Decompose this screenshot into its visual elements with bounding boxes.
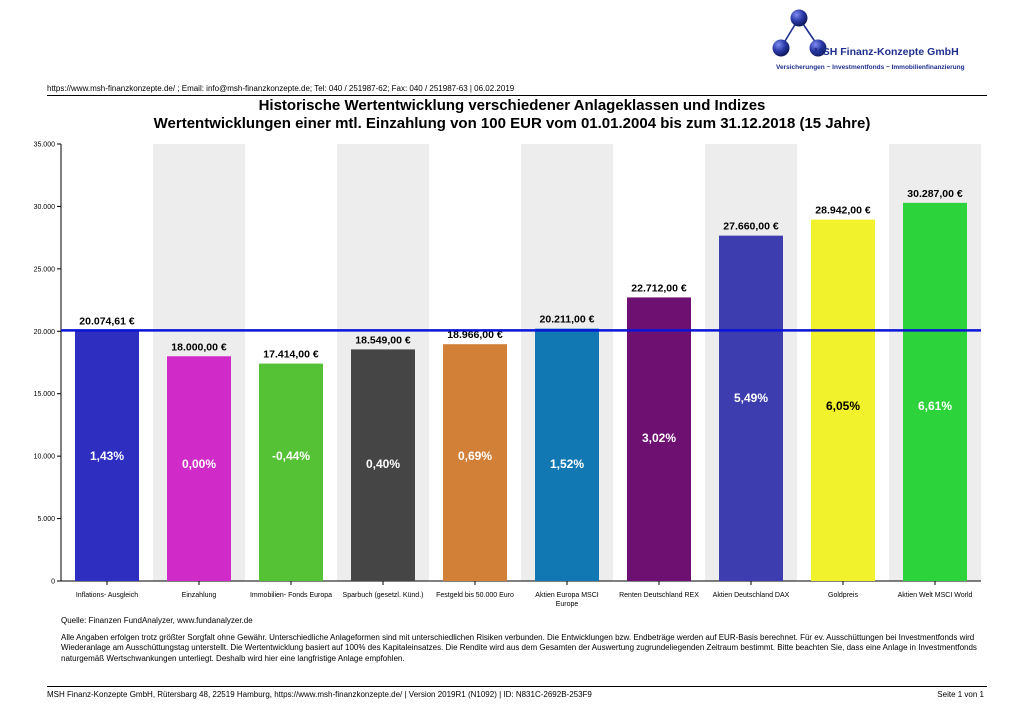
bar-value-label: 18.966,00 €: [447, 329, 503, 341]
bar-value-label: 22.712,00 €: [631, 282, 687, 294]
bar: [167, 356, 231, 581]
bar-value-label: 18.000,00 €: [171, 341, 227, 353]
footer-divider: [47, 686, 987, 687]
bar-value-label: 27.660,00 €: [723, 221, 779, 233]
bar-value-label: 28.942,00 €: [815, 205, 871, 217]
x-category-label: Aktien Deutschland DAX: [713, 592, 790, 599]
bar-rate-label: 6,61%: [918, 399, 952, 413]
bar: [535, 328, 599, 581]
company-name: MSH Finanz-Konzepte GmbH: [814, 46, 959, 58]
footer-address: MSH Finanz-Konzepte GmbH, Rütersbarg 48,…: [47, 690, 592, 699]
bar-rate-label: 0,40%: [366, 457, 400, 471]
y-tick-label: 10.000: [34, 454, 56, 461]
bar-value-label: 20.074,61 €: [79, 315, 135, 327]
bar-value-label: 17.414,00 €: [263, 349, 319, 361]
bar: [443, 344, 507, 581]
company-tagline: Versicherungen ~ Investmentfonds ~ Immob…: [776, 64, 965, 71]
bar-value-label: 30.287,00 €: [907, 188, 963, 200]
chart-title: Historische Wertentwicklung verschiedene…: [258, 97, 766, 114]
chart-subtitle: Wertentwicklungen einer mtl. Einzahlung …: [153, 115, 871, 132]
bar-chart: 0 5.000 10.000 15.000 20.000 25.000 30.000 35.0…: [34, 142, 981, 608]
bar: [75, 330, 139, 581]
contact-line: https://www.msh-finanzkonzepte.de/ ; Ema…: [47, 84, 515, 93]
bar: [811, 219, 875, 581]
logo-ball: [809, 39, 827, 57]
x-category-label: Aktien Europa MSCI: [535, 592, 598, 599]
bar-value-label: 20.211,00 €: [540, 314, 595, 326]
bar-rate-label: 3,02%: [642, 431, 676, 445]
company-logo: [772, 9, 827, 57]
bar-rate-label: 5,49%: [734, 391, 768, 405]
y-tick-label: 0: [51, 579, 55, 586]
y-tick-label: 30.000: [34, 204, 56, 211]
source-note: Quelle: Finanzen FundAnalyzer, www.funda…: [61, 616, 253, 625]
y-tick-label: 20.000: [34, 329, 56, 336]
bar-rate-label: 0,69%: [458, 449, 492, 463]
bar-value-label: 18.549,00 €: [355, 334, 411, 346]
y-tick-label: 15.000: [34, 391, 56, 398]
logo-ball: [790, 9, 808, 27]
x-category-label: Immobilien- Fonds Europa: [250, 592, 332, 599]
x-category-label: Europe: [556, 601, 579, 608]
page-number: Seite 1 von 1: [937, 690, 984, 699]
logo-ball: [772, 39, 790, 57]
x-category-label: Sparbuch (gesetzl. Künd.): [343, 592, 424, 599]
y-tick-label: 25.000: [34, 266, 56, 273]
y-tick-label: 35.000: [34, 142, 56, 149]
x-category-label: Einzahlung: [182, 592, 217, 599]
bar-rate-label: 1,52%: [550, 457, 584, 471]
x-category-label: Goldpreis: [828, 592, 858, 599]
x-category-label: Inflations- Ausgleich: [76, 592, 138, 599]
bar-rate-label: 6,05%: [826, 399, 860, 413]
header-divider: [47, 95, 987, 96]
bar: [259, 363, 323, 581]
x-category-label: Festgeld bis 50.000 Euro: [436, 592, 514, 599]
x-category-label: Renten Deutschland REX: [619, 592, 699, 599]
bar-rate-label: 1,43%: [90, 449, 124, 463]
bar-rate-label: 0,00%: [182, 457, 216, 471]
bar: [351, 349, 415, 581]
x-category-label: Aktien Welt MSCI World: [898, 592, 973, 599]
bar: [627, 297, 691, 581]
disclaimer-text: Alle Angaben erfolgen trotz größter Sorg…: [61, 633, 977, 663]
y-tick-label: 5.000: [37, 516, 55, 523]
bar: [719, 235, 783, 581]
bar-rate-label: -0,44%: [272, 449, 310, 463]
bar: [903, 202, 967, 582]
